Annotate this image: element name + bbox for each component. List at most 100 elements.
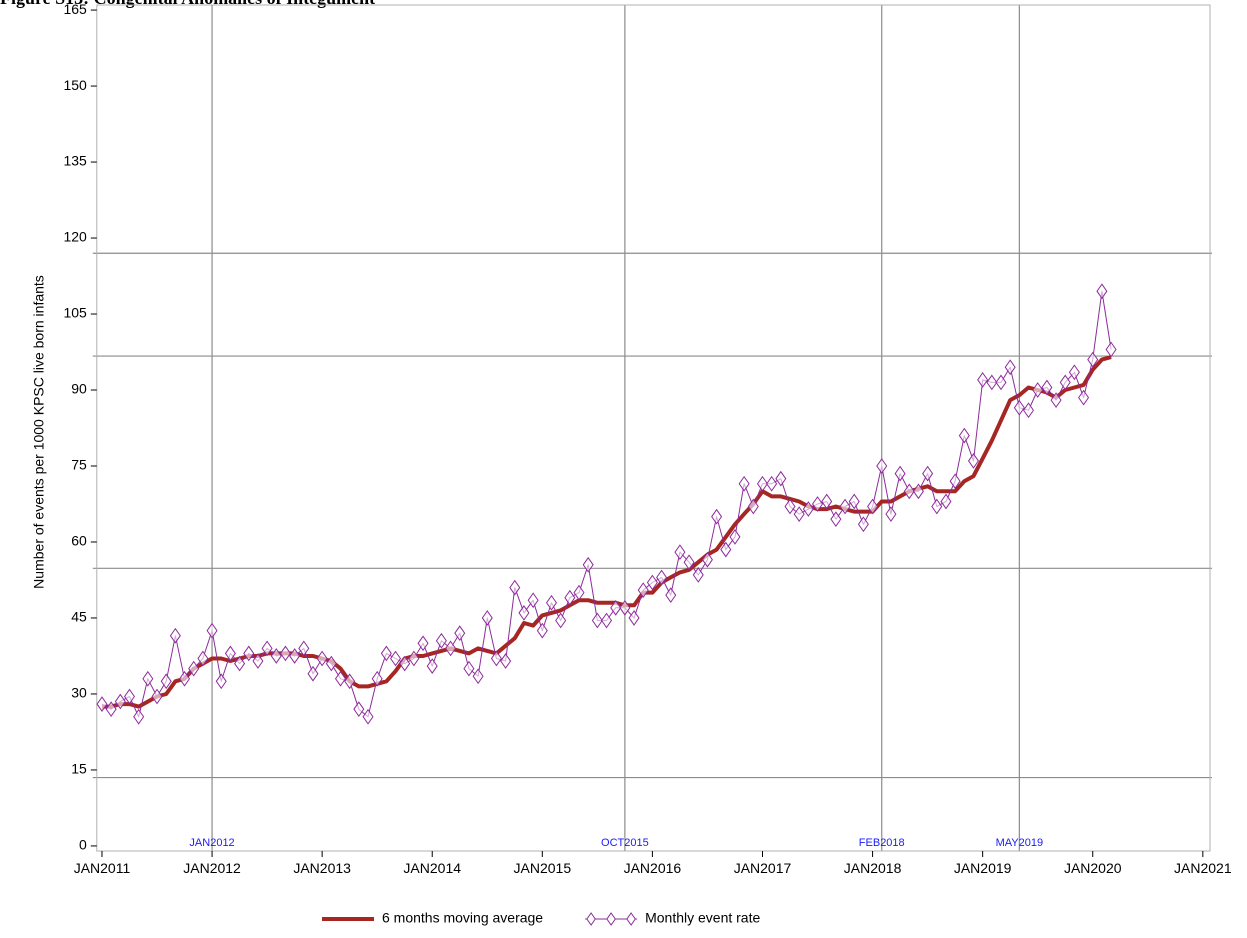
reference-label: OCT2015 [601, 837, 649, 849]
point-marker [701, 551, 713, 568]
point-marker [793, 506, 805, 522]
point-marker [729, 529, 741, 545]
point-marker [298, 640, 310, 657]
point-marker [949, 473, 961, 490]
y-tick-label: 165 [63, 1, 87, 17]
point-marker [114, 693, 126, 710]
point-marker [417, 635, 429, 652]
series-line [102, 355, 1112, 709]
point-marker [490, 650, 502, 667]
point-marker [371, 670, 383, 687]
point-marker [509, 579, 521, 596]
point-marker [1059, 374, 1071, 391]
point-marker [1050, 392, 1062, 409]
point-marker [234, 655, 246, 672]
point-marker [665, 587, 677, 604]
y-tick-label: 90 [71, 381, 87, 397]
point-marker [188, 660, 200, 677]
point-marker [270, 648, 282, 664]
point-marker [940, 493, 952, 510]
point-marker [325, 655, 337, 672]
point-marker [591, 612, 603, 629]
point-marker [179, 670, 191, 687]
point-marker [408, 650, 420, 667]
plot-frame [96, 4, 1211, 852]
reference-label: JAN2012 [189, 837, 234, 849]
point-marker [922, 465, 934, 482]
point-marker [1068, 364, 1080, 381]
point-marker [545, 594, 557, 611]
point-marker [224, 645, 236, 662]
point-marker [784, 498, 796, 515]
y-tick-label: 30 [71, 685, 87, 701]
point-marker [390, 650, 402, 667]
point-marker [463, 660, 475, 677]
point-marker [912, 483, 924, 500]
point-marker [307, 665, 319, 682]
y-tick-label: 60 [71, 533, 87, 549]
point-marker [316, 650, 328, 667]
point-marker [243, 645, 255, 662]
point-marker [720, 541, 732, 558]
x-tick-label: JAN2016 [624, 860, 682, 876]
point-marker [536, 622, 548, 639]
point-marker [353, 701, 365, 718]
point-marker [610, 599, 622, 616]
point-marker [986, 374, 998, 391]
x-tick-label: JAN2014 [403, 860, 461, 876]
point-marker [876, 458, 888, 474]
point-marker [857, 516, 869, 533]
point-marker [1041, 379, 1053, 396]
reference-label: FEB2018 [859, 837, 905, 849]
point-marker [692, 567, 704, 583]
point-marker [812, 496, 824, 512]
chart-title: Figure S13: Congenital Anomalies of Inte… [0, 0, 375, 8]
point-marker [1078, 389, 1090, 406]
point-marker [775, 470, 787, 487]
point-marker [656, 569, 668, 586]
point-marker [197, 650, 209, 667]
point-marker [481, 610, 493, 626]
point-marker [967, 453, 979, 469]
y-tick-label: 150 [63, 77, 87, 93]
point-marker [105, 701, 117, 718]
point-marker [527, 592, 539, 609]
point-marker [582, 556, 594, 573]
point-marker [555, 612, 567, 629]
x-tick-label: JAN2012 [183, 860, 241, 876]
point-marker [802, 501, 814, 517]
point-marker [500, 653, 512, 669]
point-marker [747, 498, 759, 515]
point-marker [399, 655, 411, 672]
point-marker [995, 374, 1007, 391]
point-marker [573, 584, 585, 601]
point-marker [756, 475, 768, 492]
point-marker [683, 554, 695, 571]
x-tick-label: JAN2020 [1064, 860, 1122, 876]
point-marker [445, 640, 457, 657]
point-marker [1004, 359, 1016, 376]
x-tick-label: JAN2021 [1174, 860, 1232, 876]
point-marker [830, 511, 842, 528]
point-marker [903, 483, 915, 500]
y-tick-label: 0 [79, 837, 87, 853]
point-marker [380, 645, 392, 662]
x-tick-label: JAN2011 [74, 860, 131, 876]
point-marker [279, 645, 291, 662]
y-tick-label: 135 [63, 153, 87, 169]
point-marker [674, 544, 686, 560]
legend-label: Monthly event rate [645, 910, 760, 926]
y-tick-label: 105 [63, 305, 87, 321]
point-marker [894, 465, 906, 482]
point-marker [867, 498, 879, 515]
x-tick-label: JAN2018 [844, 860, 902, 876]
y-tick-label: 15 [71, 761, 87, 777]
y-tick-label: 75 [71, 457, 87, 473]
point-marker [711, 508, 723, 525]
x-tick-label: JAN2015 [514, 860, 572, 876]
point-marker [160, 673, 172, 690]
point-marker [885, 506, 897, 522]
point-marker [839, 498, 851, 515]
point-marker [206, 622, 218, 639]
